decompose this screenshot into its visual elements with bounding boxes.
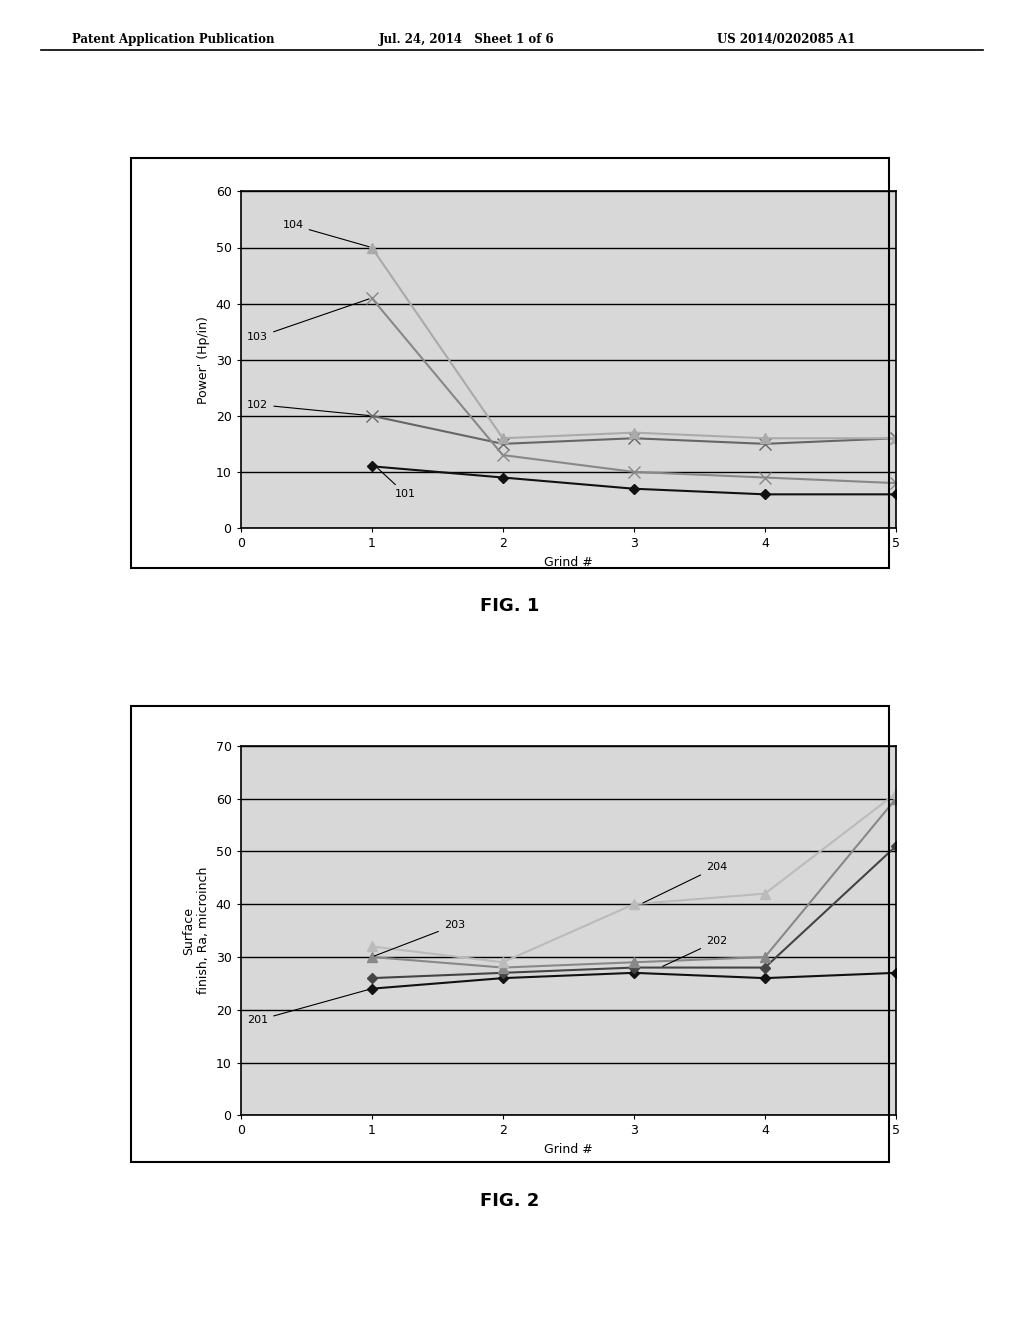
X-axis label: Grind #: Grind #	[544, 1143, 593, 1156]
Text: 103: 103	[247, 298, 369, 342]
Text: Patent Application Publication: Patent Application Publication	[72, 33, 274, 46]
Text: 104: 104	[283, 220, 369, 247]
Text: 204: 204	[643, 862, 727, 903]
Text: 102: 102	[247, 400, 369, 416]
Text: FIG. 2: FIG. 2	[480, 1192, 540, 1210]
Text: FIG. 1: FIG. 1	[480, 597, 540, 615]
Y-axis label: Surface
finish, Ra, microinch: Surface finish, Ra, microinch	[182, 867, 210, 994]
Text: 202: 202	[663, 936, 727, 966]
Text: 201: 201	[247, 990, 369, 1026]
Text: 101: 101	[378, 469, 417, 499]
Text: Jul. 24, 2014   Sheet 1 of 6: Jul. 24, 2014 Sheet 1 of 6	[379, 33, 555, 46]
Y-axis label: Power' (Hp/in): Power' (Hp/in)	[197, 315, 210, 404]
Text: US 2014/0202085 A1: US 2014/0202085 A1	[717, 33, 855, 46]
Text: 203: 203	[375, 920, 465, 956]
X-axis label: Grind #: Grind #	[544, 556, 593, 569]
